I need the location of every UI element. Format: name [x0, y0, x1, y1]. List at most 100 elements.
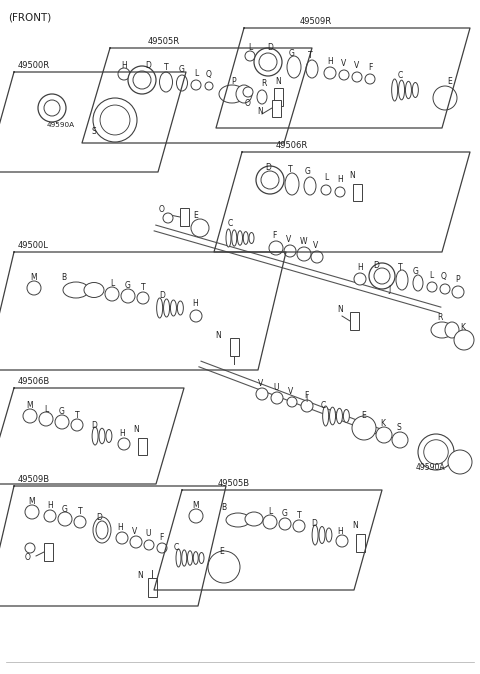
Circle shape: [74, 516, 86, 528]
Text: F: F: [159, 532, 163, 541]
Text: N: N: [349, 171, 355, 179]
Text: O: O: [245, 100, 251, 109]
Circle shape: [245, 51, 255, 61]
Circle shape: [190, 310, 202, 322]
Ellipse shape: [193, 551, 198, 564]
Text: H: H: [357, 264, 363, 272]
Circle shape: [287, 397, 297, 407]
Text: L: L: [429, 270, 433, 280]
Text: B: B: [221, 503, 227, 512]
Circle shape: [116, 532, 128, 544]
Ellipse shape: [238, 231, 242, 245]
Text: E: E: [448, 78, 452, 86]
Text: Q: Q: [206, 71, 212, 80]
Circle shape: [418, 434, 454, 470]
Text: H: H: [337, 526, 343, 536]
Text: D: D: [265, 164, 271, 173]
Text: V: V: [132, 526, 138, 536]
Circle shape: [392, 432, 408, 448]
Text: C: C: [228, 220, 233, 228]
Circle shape: [297, 247, 311, 261]
Text: H: H: [117, 522, 123, 532]
Text: U: U: [145, 530, 151, 539]
Text: D: D: [159, 291, 165, 301]
Text: P: P: [456, 276, 460, 284]
Ellipse shape: [199, 553, 204, 563]
Text: L: L: [110, 278, 114, 288]
Text: 49505R: 49505R: [148, 38, 180, 47]
Text: V: V: [287, 235, 292, 243]
Circle shape: [352, 72, 362, 82]
Text: (FRONT): (FRONT): [8, 12, 51, 22]
Circle shape: [205, 82, 213, 90]
Text: G: G: [125, 280, 131, 290]
Text: M: M: [31, 274, 37, 282]
Text: H: H: [121, 61, 127, 69]
Circle shape: [118, 438, 130, 450]
Text: B: B: [61, 274, 67, 282]
Text: N: N: [257, 107, 263, 117]
Circle shape: [55, 415, 69, 429]
Text: K: K: [381, 419, 385, 427]
Circle shape: [38, 94, 66, 122]
Text: 49590A: 49590A: [47, 122, 75, 128]
Circle shape: [440, 284, 450, 294]
Bar: [353, 184, 362, 201]
Text: K: K: [460, 324, 466, 332]
Circle shape: [261, 171, 279, 189]
Circle shape: [44, 510, 56, 522]
Text: L: L: [44, 404, 48, 414]
Circle shape: [263, 515, 277, 529]
Circle shape: [352, 416, 376, 440]
Ellipse shape: [412, 82, 419, 98]
Text: 49509B: 49509B: [18, 475, 50, 485]
Ellipse shape: [156, 298, 163, 318]
Circle shape: [369, 263, 395, 289]
Circle shape: [191, 80, 201, 90]
Text: O: O: [159, 206, 165, 214]
Circle shape: [374, 268, 390, 284]
Ellipse shape: [188, 551, 192, 565]
Text: D: D: [311, 520, 317, 528]
Text: 49506R: 49506R: [276, 142, 308, 150]
Circle shape: [189, 509, 203, 523]
Text: G: G: [289, 49, 295, 57]
Circle shape: [321, 185, 331, 195]
Text: N: N: [137, 572, 143, 580]
Text: T: T: [308, 51, 312, 59]
Text: H: H: [119, 429, 125, 439]
Text: D: D: [373, 260, 379, 270]
Text: T: T: [297, 512, 301, 520]
Ellipse shape: [164, 299, 169, 317]
Circle shape: [25, 505, 39, 519]
Text: U: U: [273, 383, 279, 392]
Ellipse shape: [304, 177, 316, 195]
Ellipse shape: [170, 300, 177, 316]
Ellipse shape: [96, 521, 108, 539]
Ellipse shape: [319, 526, 325, 543]
Text: V: V: [288, 386, 294, 396]
Text: H: H: [47, 501, 53, 510]
Text: G: G: [62, 505, 68, 514]
Ellipse shape: [63, 282, 89, 298]
Ellipse shape: [326, 528, 332, 542]
Ellipse shape: [445, 322, 459, 338]
Ellipse shape: [343, 410, 349, 423]
Circle shape: [163, 213, 173, 223]
Ellipse shape: [245, 512, 263, 526]
Circle shape: [448, 450, 472, 474]
Bar: [350, 312, 359, 330]
Ellipse shape: [392, 79, 397, 101]
Circle shape: [336, 535, 348, 547]
Circle shape: [27, 281, 41, 295]
Text: M: M: [27, 402, 33, 410]
Circle shape: [324, 67, 336, 79]
Text: O: O: [25, 553, 31, 563]
Ellipse shape: [177, 75, 188, 91]
Circle shape: [118, 68, 130, 80]
Ellipse shape: [176, 549, 181, 567]
Text: I: I: [305, 396, 307, 404]
Circle shape: [133, 71, 151, 89]
Ellipse shape: [219, 85, 245, 103]
Circle shape: [254, 48, 282, 76]
